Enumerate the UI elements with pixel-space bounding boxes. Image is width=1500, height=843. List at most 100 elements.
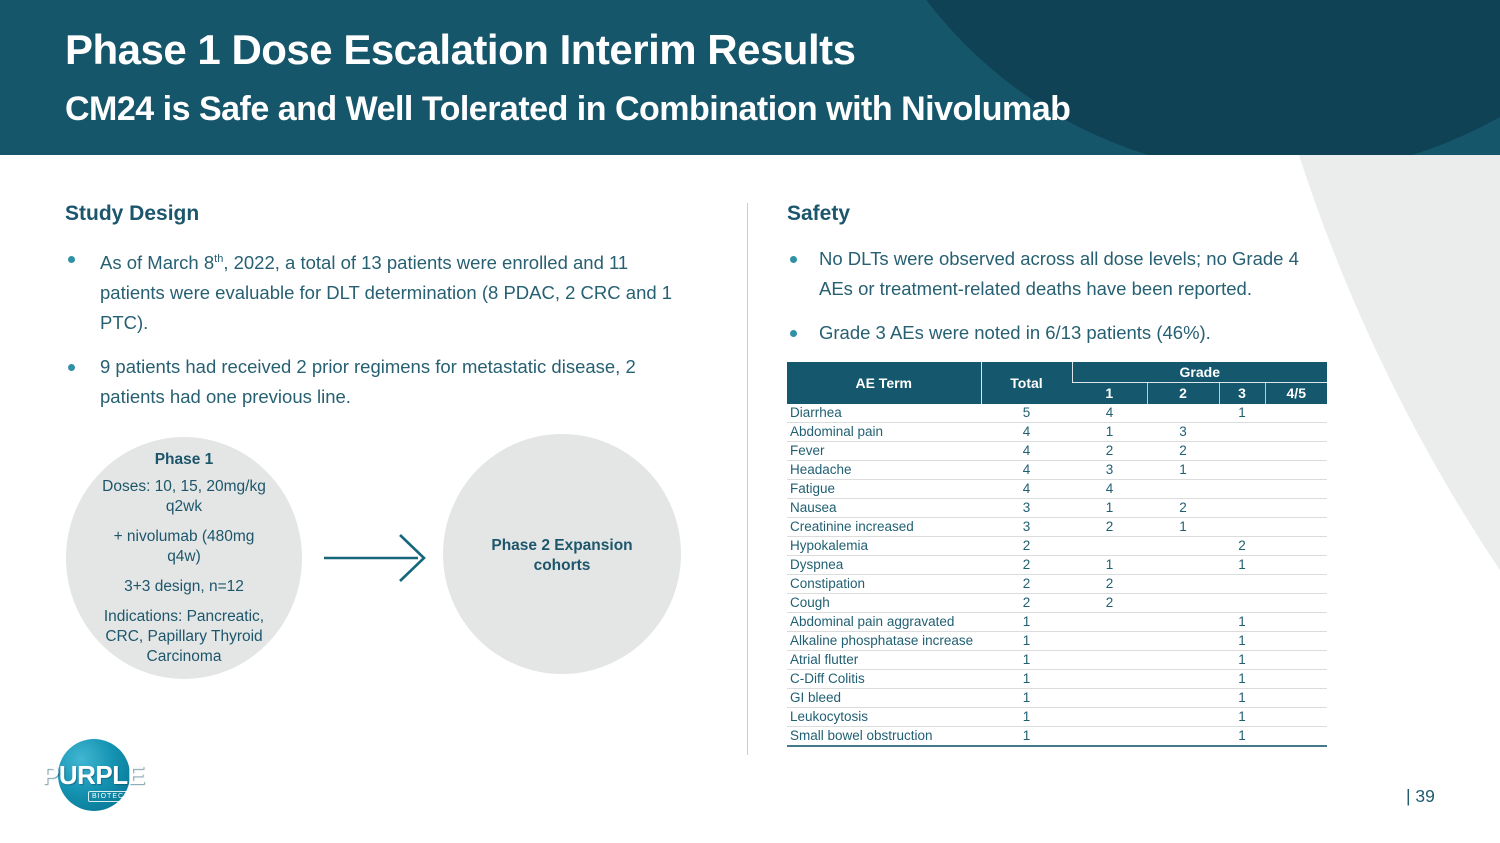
phase2-label: Phase 2 Expansion cohorts (491, 536, 633, 574)
ae-term-cell: Constipation (787, 574, 981, 594)
ae-count-cell: 1 (981, 631, 1072, 651)
ae-count-cell (1219, 593, 1265, 613)
grade1-column-header: 1 (1072, 382, 1147, 404)
ae-table-row: Leukocytosis 1 1 (787, 707, 1327, 727)
logo-circle-icon (58, 739, 130, 811)
ae-term-cell: Alkaline phosphatase increase (787, 631, 981, 651)
bullet-text: As of March 8th, 2022, a total of 13 pat… (100, 244, 692, 338)
ae-term-cell: Headache (787, 460, 981, 480)
ae-term-cell: Atrial flutter (787, 650, 981, 670)
bullet-dot-icon (68, 256, 75, 263)
purple-biotech-logo: PURPLE BIOTECH (40, 736, 190, 820)
logo-wordmark: PURPLE (42, 760, 145, 790)
ae-count-cell (1265, 404, 1327, 423)
ae-term-cell: Abdominal pain aggravated (787, 612, 981, 632)
ae-count-cell: 2 (1072, 593, 1147, 613)
phase1-circle: Phase 1 Doses: 10, 15, 20mg/kg q2wk + ni… (66, 437, 302, 679)
ae-count-cell: 4 (981, 479, 1072, 499)
ae-count-cell (1147, 669, 1219, 689)
ae-count-cell: 1 (1219, 650, 1265, 670)
ae-count-cell (1265, 631, 1327, 651)
safety-section: Safety No DLTs were observed across all … (787, 202, 1330, 747)
header-dark-circle-decoration (835, 0, 1500, 155)
ae-count-cell (1265, 441, 1327, 461)
ae-count-cell (1265, 517, 1327, 537)
ae-count-cell (1265, 726, 1327, 747)
ae-count-cell: 1 (981, 726, 1072, 747)
ae-count-cell (1219, 574, 1265, 594)
ae-count-cell (1219, 422, 1265, 442)
ae-count-cell (1147, 404, 1219, 423)
ae-count-cell: 3 (1072, 460, 1147, 480)
ae-count-cell: 1 (1219, 707, 1265, 727)
ae-count-cell: 1 (981, 650, 1072, 670)
slide-title: Phase 1 Dose Escalation Interim Results (65, 26, 856, 73)
study-design-heading: Study Design (65, 202, 200, 225)
ae-count-cell (1265, 707, 1327, 727)
grade3-column-header: 3 (1218, 382, 1265, 404)
ae-count-cell (1219, 441, 1265, 461)
phase1-nivolumab-line: + nivolumab (480mg q4w) (113, 527, 255, 565)
phase1-title: Phase 1 (154, 450, 214, 468)
grade45-column-header: 4/5 (1264, 382, 1327, 404)
ae-term-cell: Abdominal pain (787, 422, 981, 442)
ae-term-cell: Creatinine increased (787, 517, 981, 537)
ae-table-row: Cough 2 2 (787, 593, 1327, 613)
bullet-text: Grade 3 AEs were noted in 6/13 patients … (819, 322, 1211, 343)
right-arrow-icon (324, 534, 426, 582)
ae-term-cell: Diarrhea (787, 404, 981, 423)
ae-table-row: C-Diff Colitis 1 1 (787, 669, 1327, 689)
bullet1-text-pre: As of March 8 (100, 252, 215, 274)
ae-term-cell: GI bleed (787, 688, 981, 708)
ae-count-cell (1219, 460, 1265, 480)
ae-count-cell: 1 (981, 707, 1072, 727)
ae-count-cell (1147, 555, 1219, 575)
ae-count-cell (1072, 650, 1147, 670)
ae-count-cell (1072, 688, 1147, 708)
logo-subtext: BIOTECH (88, 791, 135, 802)
ae-table-row: Dyspnea 2 1 1 (787, 555, 1327, 575)
bullet-dot-icon (68, 364, 75, 372)
slide-subtitle: CM24 is Safe and Well Tolerated in Combi… (65, 90, 1071, 128)
ae-count-cell: 2 (1072, 441, 1147, 461)
ae-count-cell: 1 (1219, 555, 1265, 575)
ae-count-cell: 2 (981, 593, 1072, 613)
ae-table-body: Diarrhea 5 4 1 Abdominal pain 4 1 3 Fever 4 2 2 Head… (787, 404, 1327, 747)
ae-count-cell (1147, 574, 1219, 594)
page-number: | 39 (1406, 786, 1435, 806)
ae-count-cell (1147, 631, 1219, 651)
ae-count-cell: 1 (1219, 688, 1265, 708)
ae-count-cell (1072, 612, 1147, 632)
column-divider (747, 203, 748, 755)
ae-count-cell (1265, 536, 1327, 556)
ae-count-cell (1265, 479, 1327, 499)
ae-count-cell: 2 (1147, 441, 1219, 461)
ae-count-cell: 4 (981, 460, 1072, 480)
phase2-circle: Phase 2 Expansion cohorts (443, 434, 681, 674)
ae-count-cell: 2 (981, 555, 1072, 575)
ae-count-cell (1219, 517, 1265, 537)
safety-bullet-1: No DLTs were observed across all dose le… (787, 244, 1330, 304)
ae-term-cell: Fever (787, 441, 981, 461)
ae-count-cell (1147, 650, 1219, 670)
ae-count-cell (1265, 669, 1327, 689)
ae-table-row: Creatinine increased 3 2 1 (787, 517, 1327, 537)
ae-table-row: Small bowel obstruction 1 1 (787, 726, 1327, 747)
ae-count-cell: 1 (1219, 404, 1265, 423)
ae-count-cell: 1 (1219, 669, 1265, 689)
ae-term-cell: Cough (787, 593, 981, 613)
safety-heading: Safety (787, 202, 851, 225)
ae-count-cell (1147, 536, 1219, 556)
ae-count-cell: 2 (981, 536, 1072, 556)
study-design-section: Study Design As of March 8th, 2022, a to… (65, 202, 713, 426)
ae-count-cell: 2 (1219, 536, 1265, 556)
ae-term-column-header: AE Term (787, 362, 981, 404)
ae-count-cell (1147, 479, 1219, 499)
ae-count-cell: 1 (1072, 422, 1147, 442)
ae-table-row: GI bleed 1 1 (787, 688, 1327, 708)
phase1-design-line: 3+3 design, n=12 (124, 577, 244, 595)
ae-count-cell: 2 (1072, 517, 1147, 537)
ae-count-cell: 2 (1072, 574, 1147, 594)
ae-count-cell (1265, 612, 1327, 632)
